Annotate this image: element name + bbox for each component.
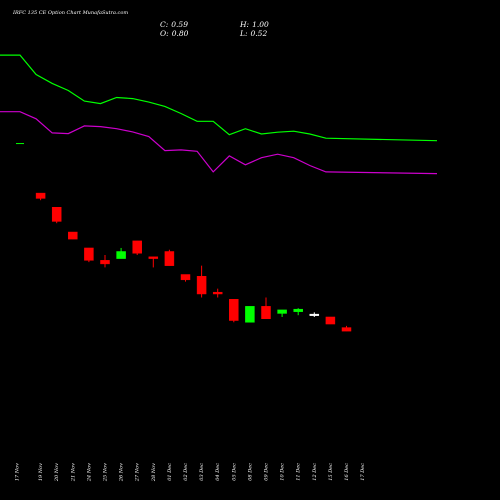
candle-body-17 xyxy=(277,309,287,314)
candle-body-11 xyxy=(180,274,191,281)
x-tick-label: 24 Nov xyxy=(86,463,92,482)
low-readout: L: 0.52 xyxy=(240,29,267,38)
x-tick-label: 09 Dec xyxy=(264,463,270,481)
high-readout: H: 1.00 xyxy=(240,20,269,29)
candle-body-5 xyxy=(84,247,94,261)
candle-body-15 xyxy=(245,306,255,323)
x-tick-label: 16 Dec xyxy=(344,463,350,481)
x-tick-label: 05 Dec xyxy=(231,463,237,481)
x-tick-label: 17 Dec xyxy=(360,463,366,481)
chart-title: IRFC 135 CE Option Chart MunafaSutra.com xyxy=(13,10,129,16)
x-tick-label: 08 Dec xyxy=(247,463,253,481)
close-readout: C: 0.59 xyxy=(160,20,188,29)
x-tick-label: 28 Nov xyxy=(151,463,157,482)
x-tick-label: 21 Nov xyxy=(70,463,76,482)
candle-body-12 xyxy=(196,276,207,295)
candle-body-13 xyxy=(212,291,223,295)
candle-body-3 xyxy=(51,207,62,222)
x-tick-label: 20 Nov xyxy=(54,463,60,482)
x-tick-label: 01 Dec xyxy=(167,463,173,481)
high-value: 1.00 xyxy=(252,20,269,29)
candle-body-4 xyxy=(68,231,78,240)
x-tick-label: 10 Dec xyxy=(280,463,286,481)
low-label: L: xyxy=(240,29,248,38)
low-value: 0.52 xyxy=(250,29,268,38)
candle-body-18 xyxy=(293,308,303,312)
moving-average-line-1 xyxy=(0,54,438,142)
x-tick-label: 03 Dec xyxy=(199,463,205,481)
candle-body-21 xyxy=(341,327,352,332)
x-tick-label: 02 Dec xyxy=(183,463,189,481)
x-tick-label: 27 Nov xyxy=(135,463,141,482)
candle-body-19 xyxy=(309,313,320,316)
x-tick-label: 11 Dec xyxy=(296,463,302,481)
moving-average-line-2 xyxy=(0,111,438,175)
x-tick-label: 26 Nov xyxy=(119,463,125,482)
candle-body-14 xyxy=(229,299,239,321)
open-value: 0.80 xyxy=(171,29,189,38)
x-tick-label: 19 Nov xyxy=(38,463,44,481)
close-label: C: xyxy=(160,20,169,29)
candle-body-20 xyxy=(325,316,336,325)
open-readout: O: 0.80 xyxy=(160,29,188,38)
x-tick-label: 12 Dec xyxy=(312,463,318,481)
candle-body-10 xyxy=(164,251,175,266)
candle-body-16 xyxy=(261,306,271,319)
candle-body-8 xyxy=(132,240,142,254)
open-label: O: xyxy=(160,29,169,38)
x-tick-label: 04 Dec xyxy=(215,463,221,481)
close-value: 0.59 xyxy=(171,20,188,29)
x-tick-label: 25 Nov xyxy=(103,463,109,482)
x-tick-label: 15 Dec xyxy=(328,463,334,481)
high-label: H: xyxy=(240,20,250,29)
candle-body-6 xyxy=(100,260,110,265)
candle-body-2 xyxy=(35,192,46,199)
candle-body-9 xyxy=(148,256,159,259)
candle-body-7 xyxy=(116,251,126,259)
x-tick-label: 17 Nov xyxy=(15,463,21,481)
